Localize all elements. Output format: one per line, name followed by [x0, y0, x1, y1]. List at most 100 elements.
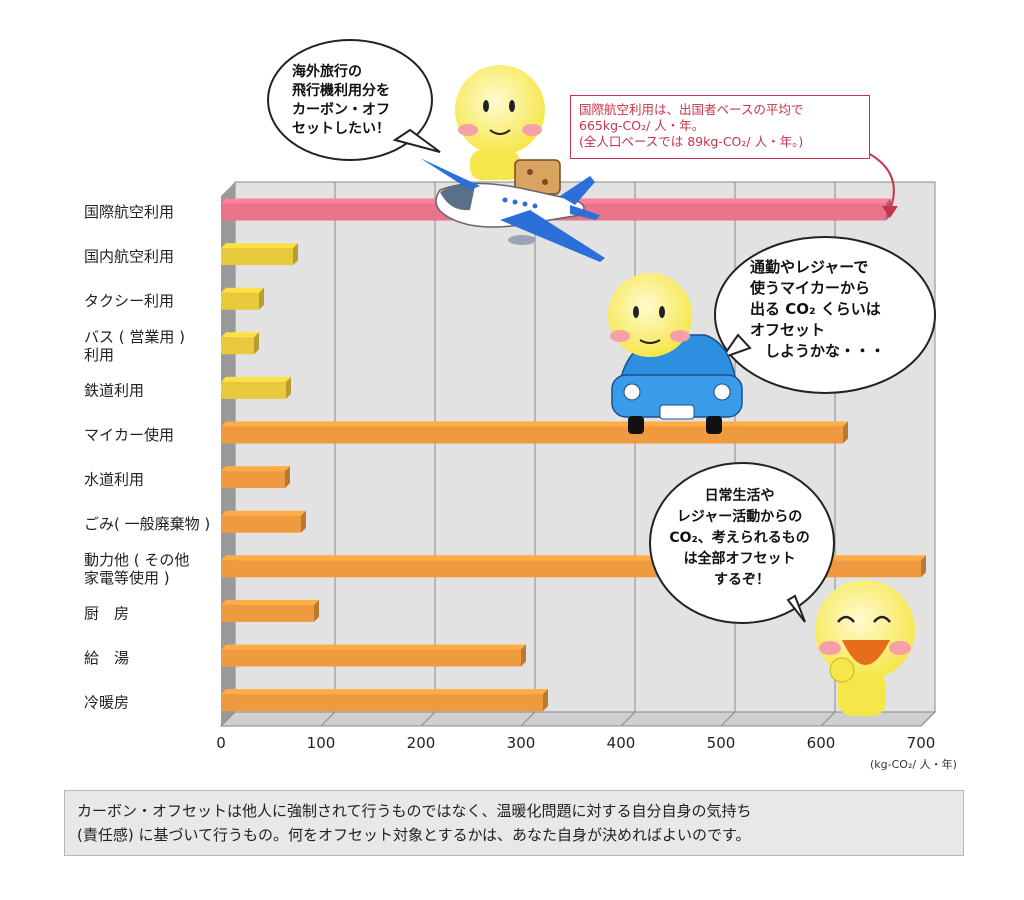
daily-bubble-line: 日常生活や	[705, 487, 775, 504]
footer-line: (責任感) に基づいて行うもの。何をオフセット対象とするかは、あなた自身が決めれ…	[77, 826, 751, 844]
bar-end	[254, 332, 259, 355]
bar	[221, 515, 301, 533]
bar-top	[221, 376, 291, 382]
note-line: 665kg-CO₂/ 人・年。	[579, 118, 705, 133]
note-arrow	[861, 149, 895, 211]
grid-lines	[320, 182, 936, 727]
bar-top	[221, 421, 848, 427]
category-label: 国際航空利用	[84, 203, 174, 221]
bar-top	[221, 287, 264, 293]
bar	[221, 337, 254, 355]
note-arrow-head	[882, 206, 898, 218]
category-label: 水道利用	[84, 471, 144, 489]
x-tick-label: 400	[607, 734, 636, 752]
bar	[221, 604, 314, 622]
bar	[221, 694, 543, 712]
svg-text:海外旅行の 飛行機利用分を カーボン: 海外旅行の 飛行機利用分を カーボン・オフ セットしたい！	[291, 63, 395, 137]
international-flight-note: 国際航空利用は、出国者ベースの平均で 665kg-CO₂/ 人・年。 (全人口ベ…	[570, 95, 870, 159]
bar-end	[521, 644, 526, 667]
x-tick-label: 500	[707, 734, 736, 752]
svg-text:日常生活や レジャー活動からの CO: 日常生活や レジャー活動からの CO₂、考えられるもの は全部オフセット するぞ…	[669, 487, 814, 588]
bar-top	[221, 689, 548, 695]
grid-line	[820, 711, 836, 727]
category-label-line: マイカー使用	[84, 426, 174, 444]
x-tick-label: 700	[907, 734, 936, 752]
bar-end	[543, 689, 548, 712]
bar	[221, 471, 285, 489]
airplane-bubble-line: 海外旅行の	[292, 63, 362, 80]
bar	[221, 649, 521, 667]
daily-bubble-line: は全部オフセット	[684, 550, 796, 567]
bar-end	[314, 599, 319, 622]
airplane-icon	[420, 158, 605, 262]
category-label-line: 国内航空利用	[84, 248, 174, 266]
category-label: タクシー利用	[84, 292, 174, 310]
category-label: 国内航空利用	[84, 248, 174, 266]
bar-end	[285, 466, 290, 489]
bar	[221, 426, 843, 444]
note-line: (全人口ベースでは 89kg-CO₂/ 人・年。)	[579, 134, 804, 149]
airplane-bubble-line: 飛行機利用分を	[291, 82, 390, 99]
category-label-line: 水道利用	[84, 471, 144, 489]
footer-line: カーボン・オフセットは他人に強制されて行うものではなく、温暖化問題に対する自分自…	[77, 802, 752, 820]
svg-text:通勤やレジャーで 使うマイカーから: 通勤やレジャーで 使うマイカーから 出る CO₂ くらいは オフセット しようか…	[749, 258, 886, 360]
daily-bubble-line: レジャー活動からの	[677, 508, 802, 525]
x-axis-ticks: 0 100 200 300 400 500 600 700	[216, 734, 935, 752]
x-tick-label: 0	[216, 734, 226, 752]
car-bubble-line: 通勤やレジャーで	[750, 258, 868, 276]
category-label: 給 湯	[84, 649, 129, 667]
bar-end	[286, 376, 291, 399]
car-bubble-line: 出る CO₂ くらいは	[750, 300, 881, 318]
daily-speech-bubble: 日常生活や レジャー活動からの CO₂、考えられるもの は全部オフセット するぞ…	[649, 462, 835, 624]
category-label: マイカー使用	[84, 426, 174, 444]
category-label-line: 家電等使用 )	[84, 569, 170, 587]
x-tick-label: 200	[407, 734, 436, 752]
grid-line	[420, 711, 436, 727]
smiley-character-icon	[815, 580, 915, 716]
bar	[221, 248, 293, 266]
category-label-line: タクシー利用	[84, 292, 174, 310]
car-speech-bubble: 通勤やレジャーで 使うマイカーから 出る CO₂ くらいは オフセット しようか…	[714, 236, 936, 394]
x-tick-label: 300	[507, 734, 536, 752]
category-label-line: 利用	[84, 346, 114, 364]
x-tick-label: 100	[307, 734, 336, 752]
car-bubble-line: 使うマイカーから	[749, 279, 870, 297]
category-label-line: 動力他 ( その他	[84, 551, 189, 569]
grid-line	[520, 711, 536, 727]
airplane-bubble-line: セットしたい！	[292, 121, 390, 137]
bar	[221, 292, 259, 310]
airplane-speech-bubble: 海外旅行の 飛行機利用分を カーボン・オフ セットしたい！	[267, 39, 441, 161]
car-icon	[608, 273, 743, 434]
daily-bubble-line: CO₂、考えられるもの	[669, 529, 809, 546]
x-tick-label: 600	[807, 734, 836, 752]
category-label-line: 冷暖房	[84, 694, 129, 712]
bar	[221, 381, 286, 399]
note-line: 国際航空利用は、出国者ベースの平均で	[579, 102, 804, 117]
grid-line	[620, 711, 636, 727]
chart-left-wall	[221, 182, 235, 726]
bar-top	[221, 466, 290, 472]
category-label-line: ごみ( 一般廃棄物 )	[84, 515, 210, 533]
bar-top	[221, 644, 526, 650]
category-label: 鉄道利用	[84, 381, 144, 399]
category-label: 厨 房	[84, 604, 129, 622]
footer-message: カーボン・オフセットは他人に強制されて行うものではなく、温暖化問題に対する自分自…	[64, 790, 964, 856]
bar-end	[843, 421, 848, 444]
daily-bubble-line: するぞ！	[714, 572, 770, 588]
category-label-line: バス ( 営業用 )	[84, 328, 185, 346]
bar-top	[221, 510, 306, 516]
category-label-line: 給 湯	[84, 649, 129, 667]
unit-label: (kg-CO₂/ 人・年)	[870, 757, 957, 771]
bar-top	[221, 599, 319, 605]
bar-top	[221, 243, 298, 249]
bar-end	[293, 243, 298, 266]
category-label-line: 厨 房	[84, 604, 129, 622]
airplane-bubble-line: カーボン・オフ	[292, 102, 390, 118]
car-bubble-line: しようかな・・・	[750, 342, 885, 360]
category-label-line: 鉄道利用	[84, 381, 144, 399]
bar-end	[259, 287, 264, 310]
grid-line	[320, 711, 336, 727]
category-label: 冷暖房	[84, 694, 129, 712]
